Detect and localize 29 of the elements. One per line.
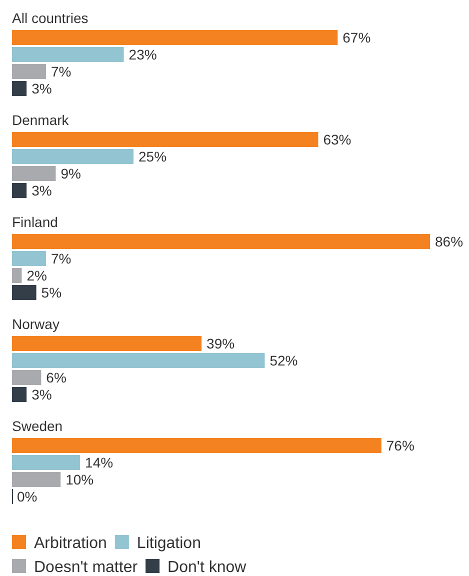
data-label: 10% <box>66 472 94 488</box>
data-label: 76% <box>386 438 414 454</box>
y-tick-label: Denmark <box>12 112 70 128</box>
y-tick-label: Sweden <box>12 418 63 434</box>
legend-label: Doesn't matter <box>34 559 138 576</box>
y-tick-label: Norway <box>12 316 60 332</box>
data-label: 9% <box>60 166 81 182</box>
y-tick-label: Finland <box>12 214 58 230</box>
legend-label: Arbitration <box>34 535 107 552</box>
data-label: 86% <box>435 234 464 250</box>
data-label: 5% <box>41 284 62 300</box>
y-tick-label: All countries <box>12 10 88 26</box>
data-label: 7% <box>51 250 72 266</box>
legend-label: Litigation <box>136 535 201 552</box>
data-label: 63% <box>323 132 352 148</box>
data-label: 2% <box>26 268 47 284</box>
data-label: 39% <box>206 336 235 352</box>
data-label: 7% <box>51 64 72 80</box>
data-label: 3% <box>32 80 52 96</box>
data-label: 23% <box>128 46 157 62</box>
data-label: 0% <box>17 488 38 504</box>
legend-label: Don't know <box>168 559 247 576</box>
data-label: 14% <box>85 454 114 470</box>
data-label: 6% <box>46 370 66 386</box>
data-label: 67% <box>342 30 371 46</box>
data-label: 25% <box>138 148 167 164</box>
data-label: 3% <box>32 182 52 198</box>
data-label: 52% <box>270 352 298 368</box>
data-label: 3% <box>32 386 52 402</box>
